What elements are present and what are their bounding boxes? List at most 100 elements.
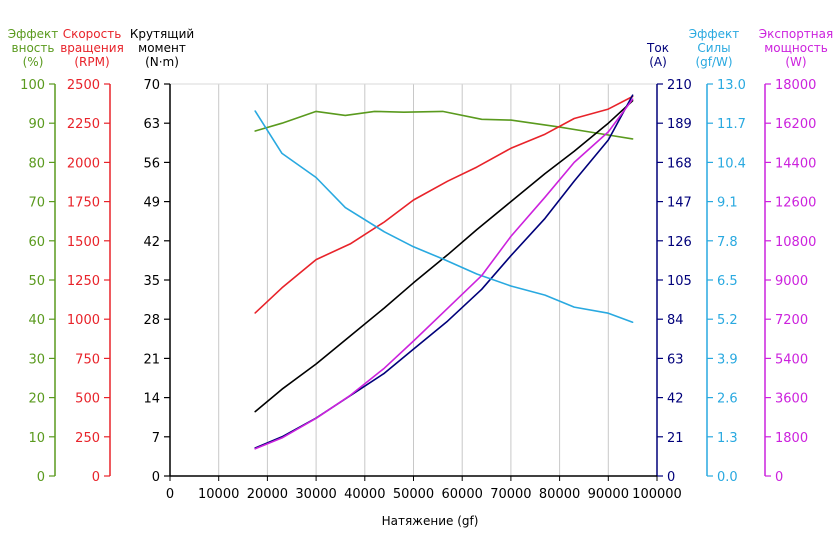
y-tick-label: 2.6 [717,392,738,407]
y-tick-label: 70 [143,78,160,93]
y-tick-label: 0 [775,470,783,485]
y-tick-label: 35 [143,274,160,289]
y-tick-label: 5.2 [717,313,738,328]
y-axes: 0102030405060708090100Эффектвность(%)025… [8,27,833,485]
y-axis-title: Эффект [689,27,740,41]
y-tick-label: 5400 [775,352,808,367]
y-axis-current: 0 21 42 63 84 105 126 147 168 189 210 Ток(A) [646,41,692,485]
y-tick-label: 60 [28,235,45,250]
y-tick-label: 70 [28,196,45,211]
y-tick-label: 126 [667,235,692,250]
y-tick-label: 250 [75,431,100,446]
y-tick-label: 1800 [775,431,808,446]
y-tick-label: 7 [152,431,160,446]
y-tick-label: 1.3 [717,431,738,446]
x-tick-label: 100000 [632,487,682,502]
series-line-power [254,98,634,450]
y-axis-title: Эффект [8,27,59,41]
y-tick-label: 100 [20,78,45,93]
y-tick-label: 0 [667,470,675,485]
y-tick-label: 10800 [775,235,816,250]
y-tick-label: 14400 [775,156,816,171]
y-tick-label: 21 [143,352,160,367]
y-axis-title: Ток [646,41,669,55]
y-tick-label: 14 [143,392,160,407]
y-axis-title: Скорость [63,27,122,41]
y-tick-label: 28 [143,313,160,328]
y-axis-title: (gf/W) [695,55,732,69]
y-tick-label: 42 [667,392,684,407]
y-tick-label: 0 [37,470,45,485]
y-axis-title: (%) [23,55,44,69]
y-tick-label: 42 [143,235,160,250]
x-axis: 0 10000 20000 30000 40000 50000 60000 70000 8000… [166,475,682,502]
y-axis-title: момент [138,41,186,55]
series-line-force_eff [254,110,634,324]
y-tick-label: 63 [143,117,160,132]
y-tick-label: 40 [28,313,45,328]
x-tick-label: 40000 [344,487,385,502]
y-tick-label: 11.7 [717,117,746,132]
y-tick-label: 30 [28,352,45,367]
y-tick-label: 7200 [775,313,808,328]
y-tick-label: 80 [28,156,45,171]
y-tick-label: 105 [667,274,692,289]
y-tick-label: 10.4 [717,156,746,171]
y-axis-title: мощность [764,41,828,55]
y-axis-title: (A) [649,55,667,69]
y-tick-label: 0 [152,470,160,485]
y-tick-label: 189 [667,117,692,132]
y-tick-label: 3.9 [717,352,738,367]
y-tick-label: 1500 [67,235,100,250]
x-tick-label: 90000 [588,487,629,502]
y-axis-title: вращения [60,41,124,55]
x-axis-title: Натяжение (gf) [382,514,479,528]
y-tick-label: 2500 [67,78,100,93]
y-tick-label: 210 [667,78,692,93]
y-tick-label: 1250 [67,274,100,289]
x-tick-label: 60000 [442,487,483,502]
x-tick-label: 80000 [539,487,580,502]
y-tick-label: 9000 [775,274,808,289]
y-axis-force_eff: 0.0 1.3 2.6 3.9 5.2 6.5 7.8 9.1 10.4 11.7 13.0 Эффе… [689,27,746,485]
y-tick-label: 6.5 [717,274,738,289]
y-tick-label: 500 [75,392,100,407]
y-tick-label: 750 [75,352,100,367]
y-tick-label: 84 [667,313,684,328]
y-tick-label: 0.0 [717,470,738,485]
y-axis-title: вность [12,41,55,55]
y-tick-label: 63 [667,352,684,367]
y-tick-label: 2000 [67,156,100,171]
x-tick-label: 20000 [247,487,288,502]
y-axis-power: 0 1800 3600 5400 7200 9000 10800 12600 14400 1620… [759,27,833,485]
y-tick-label: 147 [667,196,692,211]
series-line-torque [254,100,634,413]
y-tick-label: 50 [28,274,45,289]
y-tick-label: 90 [28,117,45,132]
x-tick-label: 10000 [198,487,239,502]
y-tick-label: 12600 [775,196,816,211]
x-tick-label: 50000 [393,487,434,502]
y-tick-label: 0 [92,470,100,485]
y-tick-label: 56 [143,156,160,171]
x-tick-label: 0 [166,487,174,502]
y-axis-title: (W) [785,55,806,69]
y-axis-title: (RPM) [74,55,109,69]
y-tick-label: 13.0 [717,78,746,93]
y-axis-title: Экспортная [759,27,833,41]
y-axis-title: (N·m) [145,55,179,69]
y-tick-label: 7.8 [717,235,738,250]
y-tick-label: 16200 [775,117,816,132]
y-tick-label: 1000 [67,313,100,328]
x-tick-label: 70000 [490,487,531,502]
series-line-rpm [254,95,634,314]
y-tick-label: 10 [28,431,45,446]
y-tick-label: 3600 [775,392,808,407]
vertical-grid [218,84,609,476]
y-tick-label: 168 [667,156,692,171]
y-axis-rpm: 0 250 500 750 1000 1250 1500 1750 2000 2250 2500 Ск… [60,27,124,485]
y-tick-label: 20 [28,392,45,407]
y-tick-label: 18000 [775,78,816,93]
